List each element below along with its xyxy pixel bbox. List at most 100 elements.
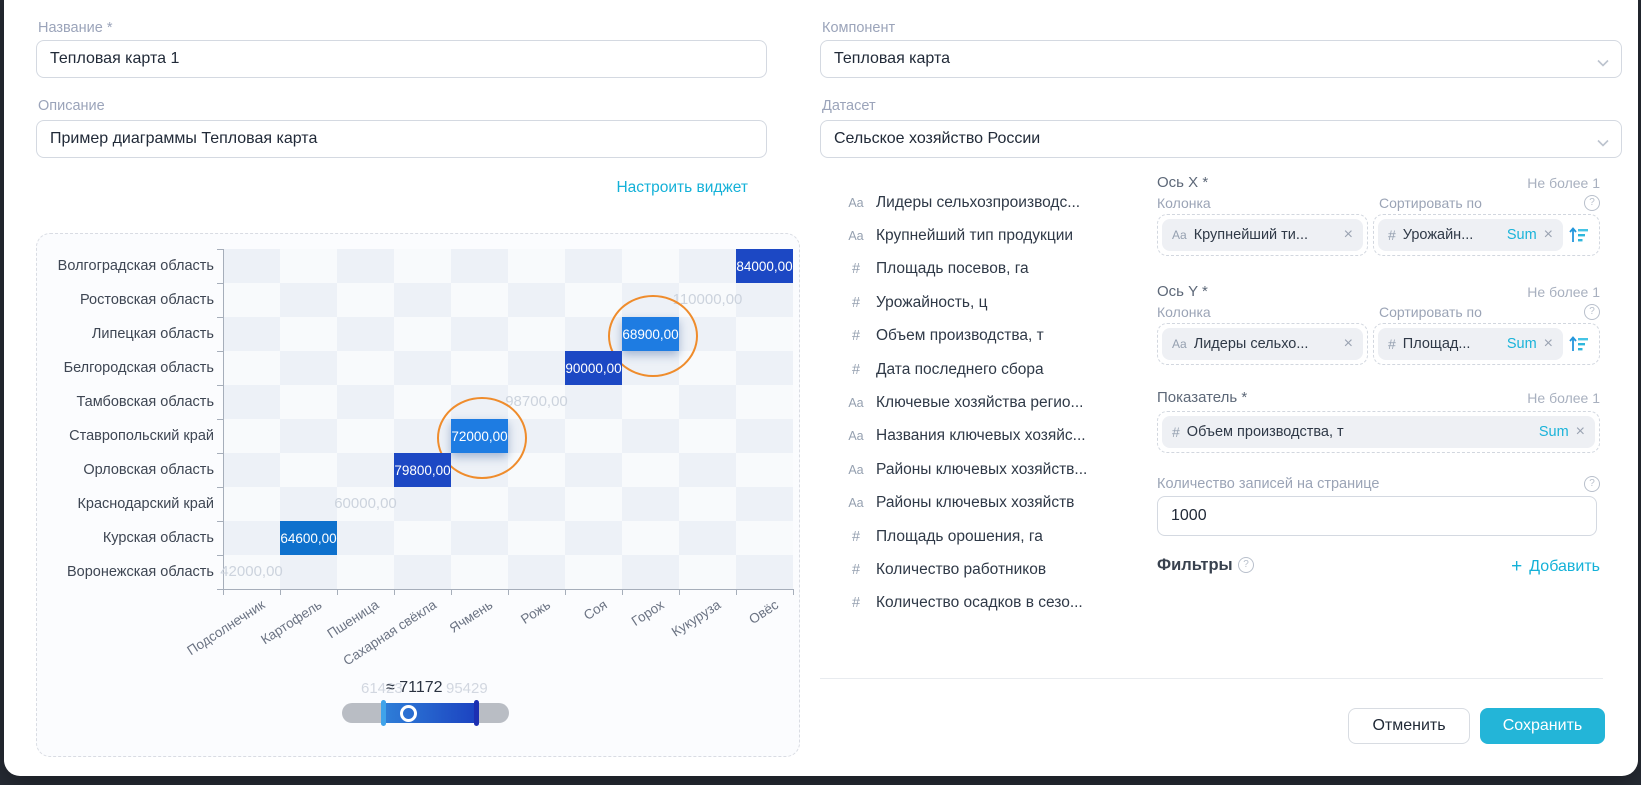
heatmap-cell[interactable]: 64600,00 bbox=[280, 521, 337, 555]
x-axis-tick bbox=[508, 589, 509, 595]
range-slider-max-label: 95429 bbox=[446, 680, 488, 697]
y-axis-label: Тамбовская область bbox=[76, 394, 214, 410]
remove-icon[interactable]: × bbox=[1543, 335, 1553, 352]
heatmap-tile bbox=[394, 521, 451, 555]
description-input[interactable] bbox=[36, 120, 767, 158]
heatmap-cell[interactable]: 84000,00 bbox=[736, 249, 793, 283]
number-field-icon: # bbox=[851, 294, 861, 311]
help-icon[interactable]: ? bbox=[1584, 476, 1600, 492]
y-axis-label: Ростовская область bbox=[80, 292, 214, 308]
range-slider-min-label: 61423 bbox=[361, 680, 403, 697]
dataset-field[interactable]: # Количество работников bbox=[845, 553, 1087, 586]
heatmap-tile bbox=[223, 419, 280, 453]
range-slider-current-label: ≈ 71172 bbox=[386, 679, 443, 696]
text-field-icon: Aa bbox=[848, 195, 864, 210]
dataset-field[interactable]: # Объем производства, т bbox=[845, 320, 1087, 353]
y-axis-label: Ставропольский край bbox=[69, 428, 214, 444]
x-axis-label: Соя bbox=[580, 597, 610, 623]
y-axis-label: Липецкая область bbox=[91, 326, 214, 342]
sort-ascending-icon[interactable] bbox=[1568, 333, 1590, 355]
filters-title: Фильтры bbox=[1157, 556, 1233, 574]
dataset-field[interactable]: Aa Ключевые хозяйства регио... bbox=[845, 386, 1087, 419]
dataset-field[interactable]: # Площадь орошения, га bbox=[845, 520, 1087, 553]
heatmap-tile bbox=[565, 385, 622, 419]
heatmap-cell[interactable]: 90000,00 bbox=[565, 351, 622, 385]
x-axis-tick bbox=[793, 589, 794, 595]
dataset-field[interactable]: Aa Крупнейший тип продукции bbox=[845, 219, 1087, 252]
remove-icon[interactable]: × bbox=[1575, 423, 1585, 440]
heatmap-tile bbox=[736, 555, 793, 589]
remove-icon[interactable]: × bbox=[1343, 226, 1353, 243]
number-field-icon: # bbox=[851, 595, 861, 612]
name-input[interactable] bbox=[36, 40, 767, 78]
heatmap-tile bbox=[508, 249, 565, 283]
x-axis-tick bbox=[622, 589, 623, 595]
axis-y-sort-dropzone[interactable] bbox=[1373, 323, 1600, 365]
heatmap-tile bbox=[280, 385, 337, 419]
range-slider-drag-circle[interactable] bbox=[400, 705, 417, 722]
aggregation-badge[interactable]: Sum bbox=[1506, 336, 1537, 352]
dataset-select[interactable]: Сельское хозяйство России bbox=[820, 120, 1622, 158]
page-size-input[interactable] bbox=[1157, 496, 1597, 536]
heatmap-tile bbox=[280, 351, 337, 385]
heatmap-tile bbox=[280, 317, 337, 351]
heatmap-cell[interactable]: 79800,00 bbox=[394, 453, 451, 487]
heatmap-cell-value: 90000,00 bbox=[565, 360, 622, 376]
axis-y-sort-chip[interactable]: # Площад... Sum × bbox=[1378, 328, 1563, 360]
measure-dropzone[interactable] bbox=[1157, 411, 1600, 453]
dataset-field[interactable]: Aa Названия ключевых хозяйс... bbox=[845, 420, 1087, 453]
dataset-field-label: Дата последнего сбора bbox=[876, 360, 1044, 378]
name-label: Название * bbox=[38, 20, 113, 36]
dataset-field[interactable]: Aa Лидеры сельхозпроизводс... bbox=[845, 186, 1087, 219]
x-axis-label: Кукуруза bbox=[669, 597, 724, 640]
help-icon[interactable]: ? bbox=[1584, 304, 1600, 320]
dataset-field-label: Площадь посевов, га bbox=[876, 260, 1029, 278]
remove-icon[interactable]: × bbox=[1543, 226, 1553, 243]
configure-widget-link[interactable]: Настроить виджет bbox=[616, 179, 748, 196]
axis-x-column-label: Колонка bbox=[1157, 195, 1211, 211]
axis-x-column-dropzone[interactable] bbox=[1157, 214, 1368, 256]
heatmap-tile bbox=[223, 351, 280, 385]
heatmap-tile bbox=[337, 487, 394, 521]
component-select[interactable]: Тепловая карта bbox=[820, 40, 1622, 78]
axis-x-sort-chip[interactable]: # Урожайн... Sum × bbox=[1378, 219, 1563, 251]
aggregation-badge[interactable]: Sum bbox=[1538, 424, 1569, 440]
dataset-field[interactable]: # Площадь посевов, га bbox=[845, 253, 1087, 286]
add-filter-button[interactable]: + Добавить bbox=[1511, 556, 1600, 577]
y-axis-label: Орловская область bbox=[83, 462, 214, 478]
heatmap-tile bbox=[223, 249, 280, 283]
dataset-field-label: Крупнейший тип продукции bbox=[876, 227, 1074, 245]
heatmap-cell-value: 79800,00 bbox=[394, 462, 451, 478]
range-slider-left-handle[interactable] bbox=[381, 700, 386, 726]
heatmap-tile bbox=[736, 521, 793, 555]
number-field-icon: # bbox=[1388, 336, 1396, 352]
axis-x-sort-dropzone[interactable] bbox=[1373, 214, 1600, 256]
heatmap-tile bbox=[622, 487, 679, 521]
dataset-field[interactable]: # Дата последнего сбора bbox=[845, 353, 1087, 386]
cancel-button[interactable]: Отменить bbox=[1348, 708, 1470, 744]
aggregation-badge[interactable]: Sum bbox=[1506, 227, 1537, 243]
axis-y-column-dropzone[interactable] bbox=[1157, 323, 1368, 365]
remove-icon[interactable]: × bbox=[1343, 335, 1353, 352]
axis-x-column-chip[interactable]: Aa Крупнейший ти... × bbox=[1162, 219, 1363, 251]
dataset-field[interactable]: Aa Районы ключевых хозяйств bbox=[845, 487, 1087, 520]
dataset-field[interactable]: # Количество осадков в сезо... bbox=[845, 587, 1087, 620]
save-button[interactable]: Сохранить bbox=[1480, 708, 1605, 744]
heatmap-tile bbox=[736, 419, 793, 453]
heatmap-tile bbox=[451, 351, 508, 385]
heatmap-tile bbox=[565, 521, 622, 555]
help-icon[interactable]: ? bbox=[1238, 557, 1254, 573]
x-axis-tick bbox=[337, 589, 338, 595]
range-slider-right-handle[interactable] bbox=[474, 700, 479, 726]
dataset-field[interactable]: # Урожайность, ц bbox=[845, 286, 1087, 319]
range-slider-selection[interactable] bbox=[381, 703, 479, 723]
help-icon[interactable]: ? bbox=[1584, 195, 1600, 211]
y-axis-label: Волгоградская область bbox=[57, 258, 214, 274]
measure-chip[interactable]: # Объем производства, т Sum × bbox=[1162, 416, 1595, 448]
heatmap-tile bbox=[451, 555, 508, 589]
sort-ascending-icon[interactable] bbox=[1568, 224, 1590, 246]
axis-y-column-chip[interactable]: Aa Лидеры сельхо... × bbox=[1162, 328, 1363, 360]
dataset-field[interactable]: Aa Районы ключевых хозяйств... bbox=[845, 453, 1087, 486]
highlight-circle bbox=[607, 295, 698, 377]
axis-y-sort-label: Сортировать по bbox=[1379, 304, 1482, 320]
